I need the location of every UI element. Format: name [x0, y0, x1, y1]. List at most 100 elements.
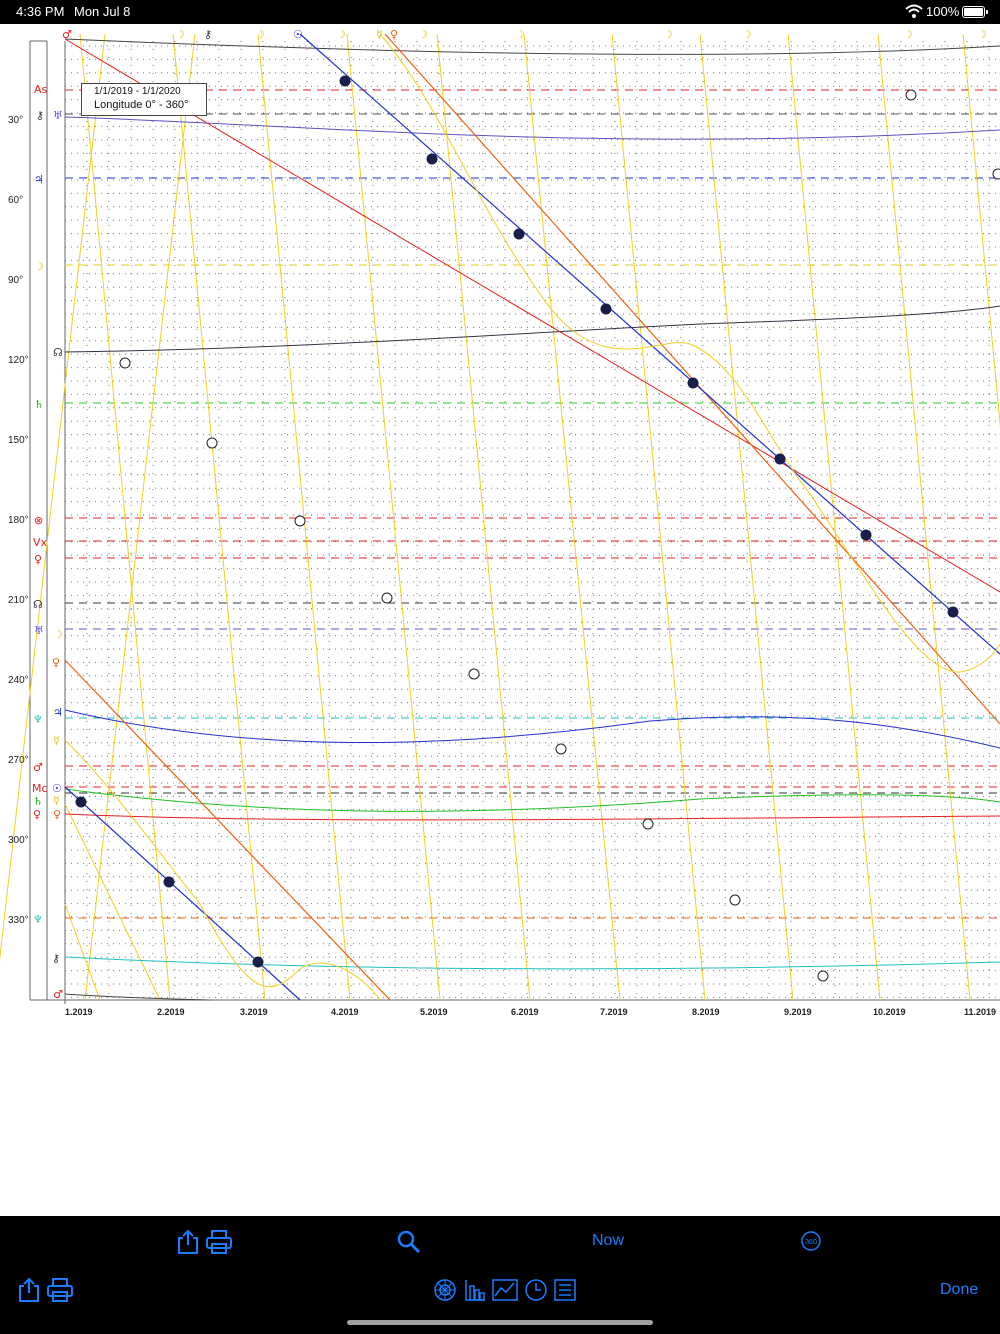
planet-glyph: ☊	[53, 346, 63, 359]
planet-glyph: ♀	[34, 553, 43, 566]
x-tick-label: 5.2019	[420, 1007, 448, 1017]
date-range: 1/1/2019 - 1/1/2020	[94, 86, 181, 97]
chart-info-box: 1/1/2019 - 1/1/2020 Longitude 0° - 360°	[81, 83, 207, 116]
wheel-chart-icon[interactable]	[433, 1278, 457, 1302]
planet-glyph: ♀	[33, 808, 42, 821]
list-icon[interactable]	[554, 1278, 576, 1302]
print-icon[interactable]	[206, 1230, 232, 1254]
moon-lines	[0, 33, 1000, 1001]
sun-point	[75, 796, 87, 808]
top-glyph: ♀	[390, 28, 399, 41]
planet-glyph: ☿	[53, 734, 60, 747]
top-glyph: ☉	[293, 28, 303, 41]
planet-glyph: ♃	[53, 706, 63, 719]
moon-point	[817, 970, 829, 982]
planet-glyph: ♅	[34, 624, 44, 637]
y-tick-label: 240°	[8, 675, 29, 686]
longitude-range: Longitude 0° - 360°	[94, 99, 189, 111]
top-glyph: ☽	[336, 28, 346, 41]
top-glyph: ☽	[255, 28, 265, 41]
y-tick-label: 330°	[8, 915, 29, 926]
planet-glyph: ♂	[33, 761, 43, 774]
battery-icon	[962, 6, 988, 18]
y-tick-label: 300°	[8, 835, 29, 846]
share-icon[interactable]	[177, 1229, 199, 1255]
y-tick-label: 60°	[8, 195, 24, 206]
x-tick-label: 9.2019	[784, 1007, 812, 1017]
x-tick-label: 6.2019	[511, 1007, 539, 1017]
sun-point	[774, 453, 786, 465]
360-icon[interactable]: 360	[799, 1230, 823, 1252]
search-icon[interactable]	[397, 1230, 421, 1254]
planet-glyph: ♅	[53, 109, 63, 122]
moon-point	[729, 894, 741, 906]
status-date: Mon Jul 8	[74, 4, 131, 19]
planet-glyph: ☽	[53, 628, 63, 641]
sun-point	[600, 303, 612, 315]
aspect-lines	[65, 89, 1000, 919]
share-icon-2[interactable]	[18, 1277, 40, 1303]
sun-point	[860, 529, 872, 541]
status-time: 4:36 PM	[16, 4, 65, 19]
sun-point	[339, 75, 351, 87]
planet-glyph: ⊗	[34, 514, 44, 527]
sun-point	[426, 153, 438, 165]
top-glyph: ☽	[515, 28, 525, 41]
planet-glyph: Vx	[33, 536, 48, 549]
y-tick-label: 180°	[8, 515, 29, 526]
planet-glyph: ♃	[34, 173, 44, 186]
planet-glyph: ♀	[52, 656, 61, 669]
moon-point	[905, 89, 917, 101]
planet-glyph: ♄	[33, 795, 43, 808]
chart-canvas[interactable]	[0, 24, 1000, 1024]
clock-icon[interactable]	[524, 1278, 548, 1302]
planet-glyph: ⚷	[36, 109, 45, 122]
y-tick-label: 120°	[8, 355, 29, 366]
moon-point	[119, 357, 131, 369]
moon-point	[642, 818, 654, 830]
done-button[interactable]: Done	[940, 1281, 979, 1298]
top-glyph: ☽	[175, 28, 185, 41]
battery-percent: 100%	[926, 4, 960, 19]
moon-point	[992, 168, 1000, 180]
top-glyph: ☿	[376, 28, 383, 41]
planet-glyph: ☿	[53, 794, 60, 807]
sun-points	[75, 75, 959, 968]
y-tick-label: 30°	[8, 115, 24, 126]
y-tick-label: 90°	[8, 275, 24, 286]
moon-point	[555, 743, 567, 755]
wifi-icon	[905, 4, 923, 18]
svg-text:360: 360	[805, 1239, 817, 1246]
top-glyph: ☽	[903, 28, 913, 41]
top-glyph: ⚷	[204, 28, 213, 41]
x-tick-label: 10.2019	[873, 1007, 906, 1017]
top-glyph: ☽	[418, 28, 428, 41]
y-tick-label: 210°	[8, 595, 29, 606]
x-tick-label: 8.2019	[692, 1007, 720, 1017]
print-icon-2[interactable]	[47, 1278, 73, 1302]
x-tick-label: 1.2019	[65, 1007, 93, 1017]
top-glyph: ♂	[62, 28, 72, 41]
table-chart-icon[interactable]	[463, 1278, 487, 1302]
sun-point	[252, 956, 264, 968]
planet-glyph: As	[34, 83, 48, 96]
moon-points	[119, 89, 1000, 982]
top-glyph: ☽	[742, 28, 752, 41]
planet-glyph: ♆	[33, 713, 43, 726]
home-indicator	[347, 1320, 653, 1325]
planet-glyph: ⚷	[52, 952, 61, 965]
planet-glyph: ♄	[34, 398, 44, 411]
planet-glyph: Mc	[32, 782, 48, 795]
status-bar: 4:36 PM Mon Jul 8 100%	[0, 0, 1000, 24]
sun-point	[947, 606, 959, 618]
moon-point	[206, 437, 218, 449]
x-tick-label: 11.2019	[964, 1007, 997, 1017]
planet-glyph: ♂	[53, 988, 63, 1001]
transit-chart[interactable]: 1/1/2019 - 1/1/2020 Longitude 0° - 360° …	[0, 24, 1000, 1024]
y-tick-label: 150°	[8, 435, 29, 446]
now-button[interactable]: Now	[592, 1232, 625, 1249]
graph-icon[interactable]	[492, 1278, 518, 1302]
planet-glyph: ♀	[53, 808, 62, 821]
moon-point	[381, 592, 393, 604]
y-tick-label: 270°	[8, 755, 29, 766]
